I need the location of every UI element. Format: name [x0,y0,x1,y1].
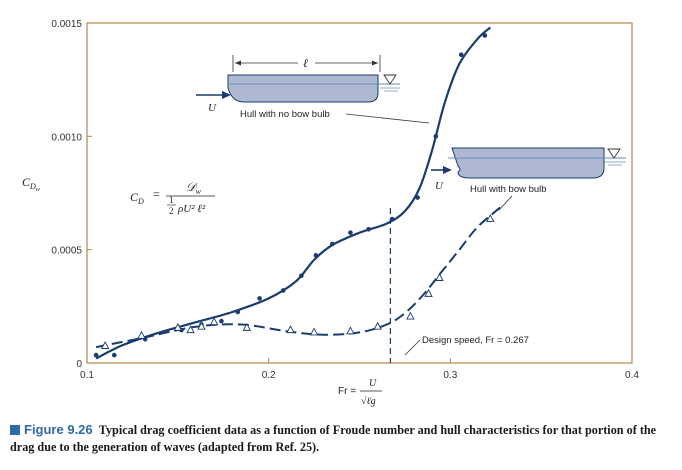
data-point-bulb [197,321,206,330]
x-tick-label: 0.4 [625,370,639,381]
caption-marker-icon [10,425,20,435]
svg-text:CD: CD [130,190,144,206]
plot-frame [86,22,633,364]
x-tick-label: 0.1 [80,370,94,381]
data-point-no-bulb [415,195,420,200]
x-tick-label: 0.3 [443,370,457,381]
data-point-no-bulb [257,296,262,301]
svg-text:U: U [435,180,444,192]
data-point-bulb [173,322,183,331]
data-point-bulb [242,322,252,331]
data-point-no-bulb [329,241,335,247]
y-tick-label: 0.0015 [51,19,82,30]
data-point-bulb [309,327,319,336]
data-point-bulb [137,330,146,339]
x-axis-label: Fr = U √ℓg [338,378,382,407]
data-point-bulb [406,311,415,320]
data-point-bulb [486,214,495,223]
data-point-no-bulb [366,226,371,232]
hull-bulb-diagram: U Hull with bow bulb [431,147,626,211]
data-point-bulb [435,273,444,281]
curve-no-bulb [95,26,492,360]
data-point-no-bulb [235,309,241,315]
data-point-no-bulb [389,216,395,222]
data-point-no-bulb [299,273,304,279]
x-tick-label: 0.2 [262,370,276,381]
svg-text:=: = [153,187,160,201]
design-speed-annotation: Design speed, Fr = 0.267 [404,335,529,356]
svg-text:Design speed, Fr = 0.267: Design speed, Fr = 0.267 [422,335,529,346]
y-tick-label: 0 [76,359,82,370]
data-point-no-bulb [433,134,439,139]
drag-chart: 0.1 0.2 0.3 0.4 0 0.0005 0.0010 0.0015 CDw Fr =… [22,19,639,407]
svg-text:Fr =: Fr = [338,386,356,397]
svg-text:√ℓg: √ℓg [361,396,376,407]
data-point-no-bulb [482,33,488,38]
data-point-bulb [424,288,433,297]
svg-text:U: U [208,102,217,114]
svg-text:ρU² ℓ²: ρU² ℓ² [177,203,206,215]
data-point-bulb [209,317,219,326]
hull-bulb-label: Hull with bow bulb [470,184,547,195]
data-point-bulb [100,341,110,349]
data-point-no-bulb [93,352,99,358]
drag-coefficient-formula: CD = 𝒟w 1 2 ρU² ℓ² [130,180,215,216]
data-point-no-bulb [458,52,464,58]
data-point-no-bulb [219,318,224,324]
y-axis-label: CDw [22,175,40,193]
data-point-no-bulb [280,288,286,293]
caption-text: Typical drag coefficient data as a funct… [10,423,657,454]
data-point-bulb [186,325,195,334]
svg-text:2: 2 [169,206,174,216]
data-point-no-bulb [313,253,319,258]
hull-no-bulb-label: Hull with no bow bulb [240,109,330,120]
y-tick-label: 0.0005 [51,246,82,257]
caption-label: Figure 9.26 [24,422,93,437]
svg-text:ℓ: ℓ [303,56,308,70]
data-point-bulb [346,326,355,335]
svg-text:𝒟w: 𝒟w [186,180,202,196]
data-point-bulb [373,321,382,330]
data-point-bulb [286,325,295,334]
y-tick-label: 0.0010 [51,132,82,143]
svg-text:1: 1 [169,195,174,205]
figure-caption: Figure 9.26 Typical drag coefficient dat… [10,421,676,456]
svg-text:U: U [369,378,377,389]
hull-no-bulb-diagram: ℓ U Hull with no bow bulb [196,55,430,124]
data-point-no-bulb [111,352,117,358]
data-point-no-bulb [348,230,353,235]
